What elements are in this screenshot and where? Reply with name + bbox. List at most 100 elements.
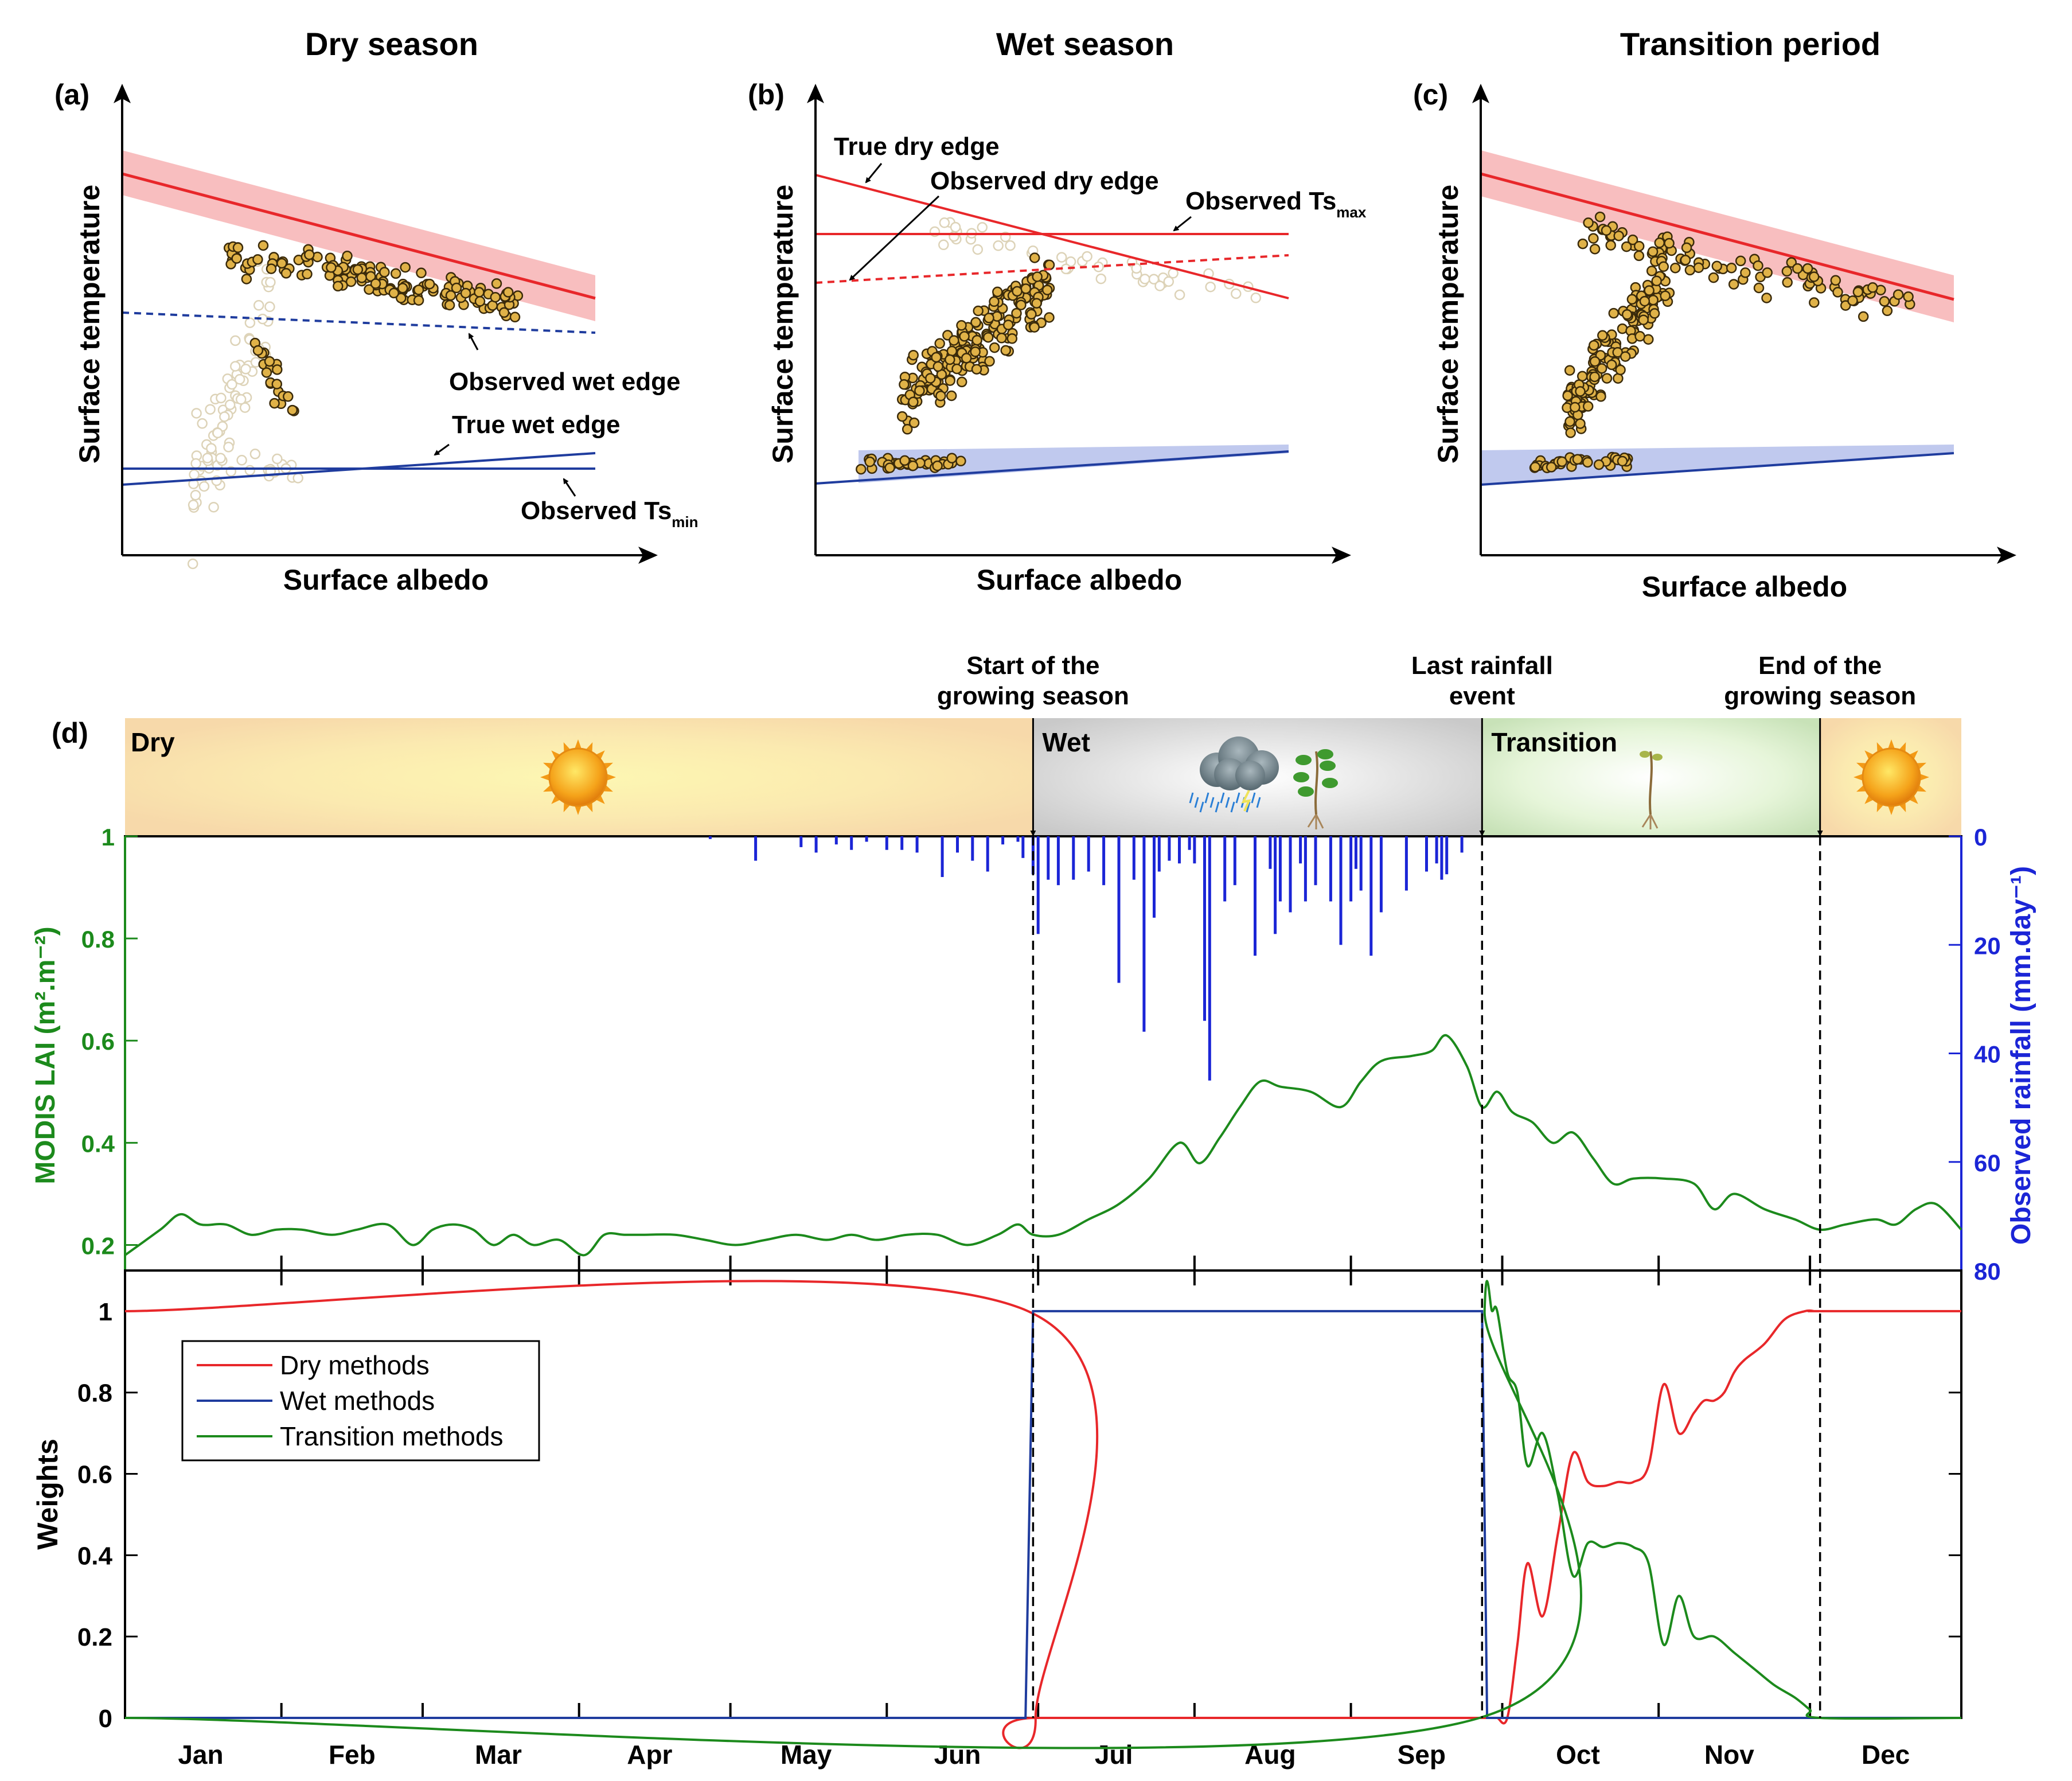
scatter-point bbox=[959, 331, 970, 342]
scatter-point bbox=[1617, 455, 1628, 467]
rainfall-bar bbox=[1354, 836, 1357, 869]
faded-point bbox=[1095, 273, 1107, 285]
faded-point bbox=[191, 408, 202, 419]
sun-ray bbox=[1864, 750, 1875, 761]
rainfall-bar bbox=[986, 836, 989, 872]
scatter-point bbox=[951, 363, 962, 375]
rainfall-bar bbox=[865, 836, 868, 842]
scatter-point bbox=[1002, 319, 1014, 330]
sun-ray bbox=[551, 793, 562, 804]
panel-b-label: (b) bbox=[748, 79, 785, 111]
faded-point bbox=[1065, 256, 1076, 267]
scatter-point bbox=[949, 335, 959, 346]
rainfall-bar bbox=[1001, 836, 1005, 845]
scatter-point bbox=[287, 404, 298, 416]
faded-point bbox=[189, 469, 200, 480]
faded-point bbox=[253, 300, 264, 311]
scatter-point bbox=[908, 349, 919, 361]
plant-root bbox=[1307, 814, 1324, 829]
rainfall-bar bbox=[1314, 836, 1317, 886]
scatter-point bbox=[304, 249, 315, 260]
scatter-point bbox=[1693, 262, 1704, 273]
scatter-point bbox=[491, 278, 502, 289]
rainfall-bar bbox=[1193, 836, 1196, 864]
rainfall-bar bbox=[1369, 836, 1373, 956]
scatter-point bbox=[908, 396, 919, 408]
scatter-point bbox=[502, 287, 514, 298]
true-dry-edge-line bbox=[1480, 172, 1954, 301]
scatter-point bbox=[1577, 238, 1589, 250]
scatter-point bbox=[908, 417, 920, 428]
panel-a-label: (a) bbox=[54, 79, 89, 111]
scatter-point bbox=[973, 305, 984, 317]
faded-point bbox=[219, 411, 230, 422]
scatter-point bbox=[1708, 272, 1719, 283]
scatter-point bbox=[400, 262, 411, 273]
faded-point bbox=[206, 443, 217, 454]
faded-point bbox=[187, 558, 198, 570]
plant-leaf bbox=[1652, 754, 1663, 761]
rain-ytick-label: 20 bbox=[1974, 932, 2001, 959]
faded-point bbox=[1140, 274, 1150, 285]
annotation-arrow bbox=[434, 443, 450, 456]
scatter-point bbox=[266, 263, 277, 274]
scatter-point bbox=[992, 286, 1003, 298]
faded-point bbox=[236, 455, 247, 466]
weights-frame bbox=[124, 1269, 1962, 1719]
weights-series-dry bbox=[124, 1280, 1961, 1749]
scatter-point bbox=[1781, 266, 1793, 277]
scatter-point bbox=[1615, 364, 1626, 376]
scatter-point bbox=[971, 364, 982, 375]
scatter-point bbox=[264, 356, 275, 367]
annotation-true-dry-edge: True dry edge bbox=[834, 132, 1000, 161]
scatter-point bbox=[945, 354, 955, 365]
rain-drop bbox=[1256, 797, 1261, 808]
scatter-point bbox=[1031, 298, 1042, 309]
scatter-point bbox=[1606, 359, 1617, 371]
sun-ray bbox=[574, 739, 582, 750]
scatter-point bbox=[1044, 312, 1055, 323]
scatter-point bbox=[1562, 390, 1573, 402]
true-dry-edge-line bbox=[122, 172, 596, 300]
rainfall-bar bbox=[1278, 836, 1282, 902]
month-label-jul: Jul bbox=[1095, 1740, 1133, 1770]
scatter-point bbox=[946, 345, 958, 357]
lai-ytick-label: 0.8 bbox=[81, 926, 115, 953]
scatter-point bbox=[971, 334, 982, 346]
rainfall-bar bbox=[915, 836, 919, 853]
faded-point bbox=[939, 217, 950, 228]
scatter-point bbox=[1041, 285, 1053, 295]
sun-ray bbox=[1887, 739, 1895, 750]
annotation-true-wet-edge: True wet edge bbox=[452, 411, 620, 439]
scatter-point bbox=[424, 278, 435, 290]
scatter-point bbox=[397, 283, 408, 294]
scatter-point bbox=[946, 453, 958, 463]
plant-leaf bbox=[1317, 749, 1333, 759]
scatter-point bbox=[388, 287, 400, 299]
scatter-point bbox=[1802, 263, 1813, 274]
scatter-point bbox=[946, 390, 957, 402]
rainfall-bar bbox=[1117, 836, 1121, 983]
sun-icon bbox=[540, 739, 616, 815]
rainfall-bar bbox=[885, 836, 888, 850]
rainfall-bar bbox=[1304, 836, 1307, 902]
scatter-point bbox=[1570, 402, 1581, 413]
annotation-observed-dry-edge: Observed dry edge bbox=[930, 167, 1159, 195]
scatter-point bbox=[1740, 267, 1751, 278]
scatter-point bbox=[899, 455, 910, 466]
rain-drop bbox=[1230, 801, 1235, 813]
plant-stem bbox=[1649, 751, 1653, 815]
rainfall-bar bbox=[799, 836, 803, 847]
scatter-point bbox=[283, 391, 294, 402]
faded-point bbox=[1131, 263, 1142, 274]
scatter-point bbox=[1583, 217, 1594, 228]
scatter-point bbox=[1589, 356, 1601, 367]
faded-point bbox=[230, 335, 241, 346]
faded-point bbox=[993, 240, 1004, 251]
faded-point bbox=[272, 453, 283, 465]
annotation-arrow bbox=[849, 195, 940, 281]
rainfall-bar bbox=[1349, 836, 1353, 902]
sun-ray bbox=[605, 773, 616, 781]
scatter-point bbox=[1575, 418, 1586, 429]
rain-drop bbox=[1199, 801, 1204, 813]
